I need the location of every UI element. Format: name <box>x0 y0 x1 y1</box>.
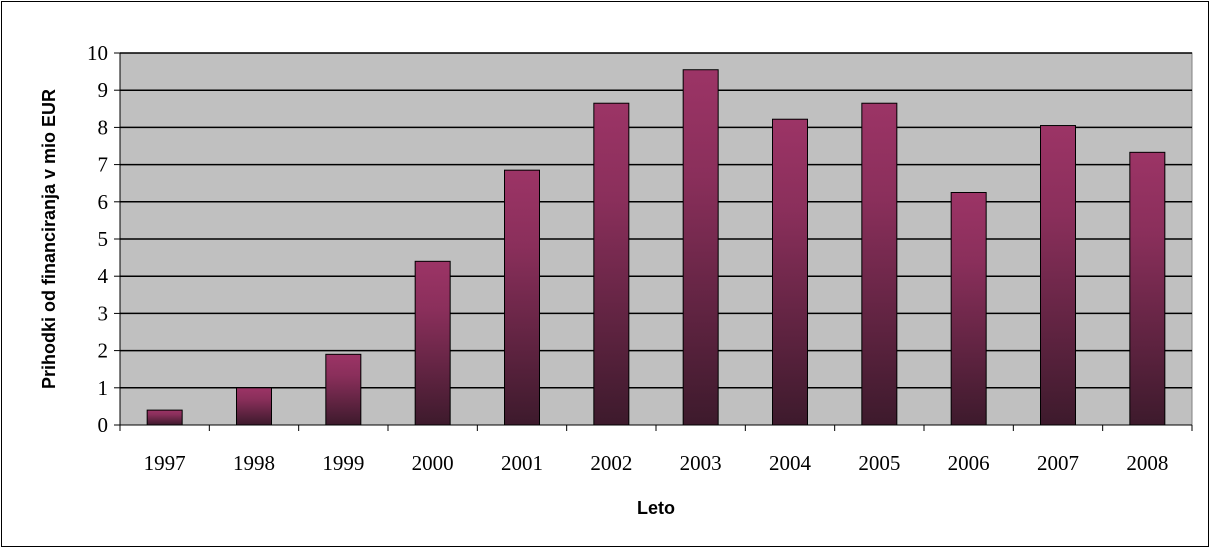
y-tick-label: 5 <box>98 227 109 251</box>
y-tick-label: 10 <box>87 41 108 65</box>
y-tick-label: 8 <box>98 115 109 139</box>
axes <box>114 52 1193 431</box>
x-tick-label: 2006 <box>948 451 990 475</box>
y-tick-label: 3 <box>98 301 109 325</box>
x-tick-label: 1997 <box>144 451 186 475</box>
y-tick-labels: 0 1 2 3 4 5 6 7 8 9 10 <box>87 41 109 437</box>
y-tick-label: 1 <box>98 376 109 400</box>
y-tick-label: 0 <box>98 413 109 437</box>
bar-2002 <box>593 102 630 426</box>
x-axis-title: Leto <box>637 498 675 518</box>
x-tick-label: 2000 <box>412 451 454 475</box>
x-tick-label: 2001 <box>501 451 543 475</box>
x-tick-label: 2007 <box>1037 451 1079 475</box>
x-tick-label: 1998 <box>233 451 275 475</box>
bar-2003 <box>682 69 719 426</box>
bar-2006 <box>950 192 987 426</box>
x-tick-label: 2004 <box>769 451 812 475</box>
bar-1998 <box>236 387 272 426</box>
y-tick-label: 7 <box>98 153 109 177</box>
x-tick-labels: 1997 1998 1999 2000 2001 2002 2003 2004 2005 2006… <box>144 451 1169 475</box>
bars <box>146 69 1166 426</box>
x-tick-label: 2005 <box>858 451 900 475</box>
bar-2004 <box>772 118 808 426</box>
bar-2001 <box>504 169 540 426</box>
y-tick-label: 9 <box>98 78 109 102</box>
bar-1999 <box>325 353 362 426</box>
x-tick-label: 2008 <box>1126 451 1168 475</box>
y-tick-label: 2 <box>98 339 109 363</box>
y-tick-label: 4 <box>98 264 109 288</box>
x-tick-label: 2002 <box>590 451 632 475</box>
y-axis-title: Prihodki od financiranja v mio EUR <box>39 89 59 389</box>
bar-2005 <box>861 102 898 426</box>
bar-2000 <box>414 260 451 426</box>
bar-2007 <box>1040 125 1076 426</box>
bar-2008 <box>1129 151 1166 426</box>
x-tick-label: 2003 <box>680 451 722 475</box>
y-tick-label: 6 <box>98 190 109 214</box>
x-tick-label: 1999 <box>322 451 364 475</box>
bar-1997 <box>146 409 183 426</box>
gridlines <box>120 52 1192 389</box>
